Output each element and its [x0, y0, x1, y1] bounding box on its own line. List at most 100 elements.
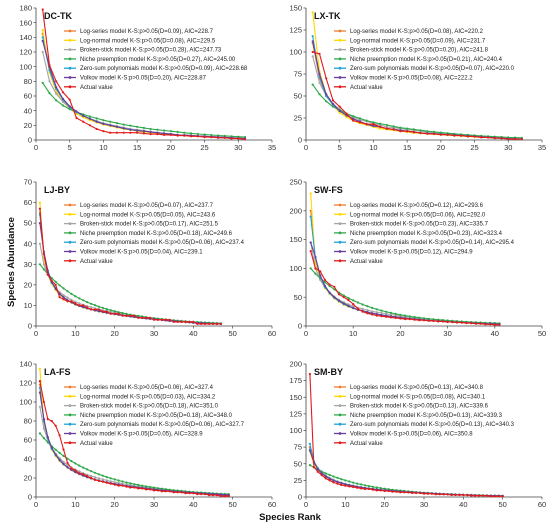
data-point — [121, 480, 124, 483]
y-tick-label: 75 — [294, 70, 302, 79]
legend-marker — [338, 259, 342, 263]
data-point — [97, 308, 100, 311]
data-point — [152, 489, 156, 492]
x-tick-label: 20 — [437, 143, 445, 152]
data-point — [438, 493, 441, 496]
legend: Log-series model K-S:p>0.05(D=0.07), AIC… — [64, 203, 245, 265]
data-point — [309, 267, 312, 270]
legend-marker — [338, 441, 342, 445]
data-point — [434, 493, 437, 496]
data-point — [117, 479, 120, 482]
legend-label: Actual value — [80, 441, 113, 447]
data-point — [406, 130, 409, 133]
data-point — [415, 491, 418, 495]
legend-marker — [338, 57, 342, 61]
panel-sm-by: 0 25 50 75 100 125 150 175 200 0 10 20 30 40 50 60 SM-BY… — [289, 360, 546, 509]
data-point — [408, 318, 411, 321]
series-line — [309, 464, 503, 497]
y-tick-label: 0 — [28, 136, 32, 145]
data-point — [55, 86, 58, 89]
data-point — [41, 81, 44, 84]
data-point — [113, 481, 116, 484]
data-point — [149, 133, 152, 136]
y-tick-label: 0 — [28, 493, 32, 502]
data-point — [352, 119, 355, 122]
data-point — [320, 474, 323, 477]
legend-label: Niche preemption model K-S:p>0.05(D=0.21… — [350, 57, 503, 63]
legend-marker — [338, 38, 342, 42]
y-tick-label: 30 — [24, 260, 32, 269]
data-point — [115, 131, 118, 134]
x-tick-label: 10 — [369, 143, 377, 152]
data-point — [380, 309, 383, 312]
data-point — [336, 476, 339, 479]
data-point — [156, 487, 159, 490]
data-point — [78, 472, 81, 475]
legend-label: Log-series model K-S:p>0.05(D=0.09), AIC… — [80, 29, 214, 35]
data-point — [133, 483, 136, 486]
legend-label: Niche preemption model K-S:p>0.05(D=0.23… — [350, 231, 503, 237]
x-tick-label: 0 — [34, 143, 38, 152]
legend-marker — [68, 231, 72, 235]
data-point — [437, 320, 440, 323]
data-point — [142, 126, 145, 129]
data-point — [375, 489, 378, 492]
data-point — [149, 485, 152, 489]
data-point — [345, 112, 348, 115]
data-point — [427, 317, 430, 320]
data-point — [446, 133, 449, 136]
x-tick-label: 0 — [304, 329, 308, 338]
data-point — [90, 302, 93, 305]
data-point — [480, 136, 483, 139]
data-point — [54, 283, 57, 286]
data-point — [311, 35, 314, 38]
x-tick-label: 50 — [538, 329, 546, 338]
series-volkov — [41, 39, 247, 140]
series-niche — [309, 267, 501, 325]
legend-marker — [68, 203, 72, 207]
legend-label: Log-normal model K-S:p>0.05(D=0.03), AIC… — [80, 394, 216, 400]
data-point — [337, 299, 341, 302]
data-point — [323, 284, 326, 287]
data-point — [61, 100, 65, 103]
data-point — [38, 207, 42, 210]
x-tick-label: 0 — [304, 143, 308, 152]
data-point — [498, 323, 501, 326]
x-tick-label: 5 — [68, 143, 72, 152]
legend-label: Zero-sum polynomials model K-S:p>0.05(D=… — [350, 66, 515, 72]
data-point — [38, 222, 42, 225]
data-point — [169, 130, 172, 133]
data-point — [196, 322, 199, 325]
y-tick-label: 0 — [298, 322, 302, 331]
data-point — [211, 322, 215, 325]
y-tick-label: 125 — [289, 409, 302, 418]
data-point — [41, 8, 44, 11]
data-point — [474, 322, 477, 325]
data-point — [399, 491, 402, 494]
x-axis-label: Species Rank — [259, 512, 321, 523]
data-point — [319, 274, 322, 277]
data-point — [385, 312, 388, 315]
data-point — [50, 279, 53, 282]
series-log-normal — [38, 201, 222, 325]
data-point — [200, 322, 203, 325]
data-point — [55, 99, 58, 102]
data-point — [101, 474, 104, 477]
legend-label: Log-series model K-S:p>0.05(D=0.12), AIC… — [350, 203, 484, 209]
data-point — [375, 308, 378, 311]
data-point — [375, 311, 378, 314]
y-tick-label: 70 — [24, 178, 32, 187]
data-point — [478, 494, 481, 497]
data-point — [196, 135, 199, 138]
data-point — [74, 302, 77, 305]
data-point — [367, 485, 370, 488]
data-point — [328, 291, 331, 294]
data-point — [58, 284, 61, 287]
data-point — [54, 453, 57, 456]
legend-label: Broken-stick model K-S:p>0.05(D=0.18), A… — [80, 404, 219, 410]
data-point — [460, 134, 463, 137]
y-tick-label: 20 — [24, 280, 32, 289]
y-tick-label: 140 — [19, 33, 32, 42]
y-tick-label: 200 — [289, 360, 302, 369]
data-point — [55, 80, 58, 83]
